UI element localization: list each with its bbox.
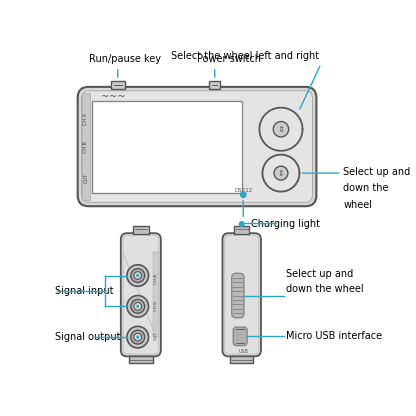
- Bar: [234, 226, 249, 234]
- Circle shape: [134, 333, 141, 341]
- Bar: [230, 356, 253, 363]
- Circle shape: [136, 336, 139, 339]
- FancyBboxPatch shape: [78, 87, 317, 206]
- Text: Micro USB interface: Micro USB interface: [285, 332, 382, 342]
- Circle shape: [134, 272, 141, 280]
- Circle shape: [127, 295, 149, 317]
- Circle shape: [127, 326, 149, 348]
- Text: Signal input: Signal input: [55, 286, 114, 296]
- Bar: [82, 93, 90, 200]
- Text: DS212: DS212: [234, 188, 253, 193]
- Text: OUT: OUT: [83, 173, 88, 183]
- FancyBboxPatch shape: [121, 233, 161, 357]
- Circle shape: [274, 166, 288, 180]
- Text: ⇕: ⇕: [277, 125, 285, 134]
- Text: ~~~: ~~~: [101, 92, 125, 102]
- Bar: [209, 82, 220, 89]
- FancyBboxPatch shape: [225, 235, 259, 354]
- FancyBboxPatch shape: [233, 327, 247, 346]
- Circle shape: [127, 265, 149, 286]
- Text: Select up and
down the
wheel: Select up and down the wheel: [343, 167, 411, 210]
- FancyBboxPatch shape: [232, 273, 244, 318]
- Circle shape: [240, 192, 246, 197]
- FancyBboxPatch shape: [123, 235, 158, 354]
- Text: OUT: OUT: [154, 331, 158, 340]
- Text: CH A: CH A: [83, 113, 88, 125]
- Bar: [133, 226, 149, 234]
- Text: Select the wheel left and right: Select the wheel left and right: [171, 52, 319, 62]
- Text: Select up and
down the wheel: Select up and down the wheel: [285, 269, 363, 294]
- Text: CH A: CH A: [154, 275, 158, 285]
- Text: USB: USB: [238, 349, 248, 354]
- Text: ⇕: ⇕: [278, 168, 284, 178]
- Circle shape: [131, 330, 145, 344]
- Text: Run/pause key: Run/pause key: [89, 54, 161, 64]
- Circle shape: [273, 121, 289, 137]
- Circle shape: [239, 222, 244, 226]
- Bar: [153, 253, 159, 337]
- Bar: [129, 356, 153, 363]
- Circle shape: [131, 269, 145, 282]
- Circle shape: [131, 300, 145, 313]
- FancyBboxPatch shape: [82, 91, 312, 202]
- Bar: [111, 82, 125, 89]
- Circle shape: [134, 302, 141, 310]
- Bar: [92, 101, 242, 193]
- Text: Power switch: Power switch: [197, 54, 260, 64]
- Circle shape: [136, 305, 139, 308]
- Text: Charging light: Charging light: [251, 219, 320, 229]
- Text: CH B: CH B: [83, 141, 88, 153]
- FancyBboxPatch shape: [223, 233, 261, 357]
- Text: CH B: CH B: [154, 301, 158, 311]
- Circle shape: [136, 274, 139, 277]
- Text: Signal output: Signal output: [55, 332, 121, 342]
